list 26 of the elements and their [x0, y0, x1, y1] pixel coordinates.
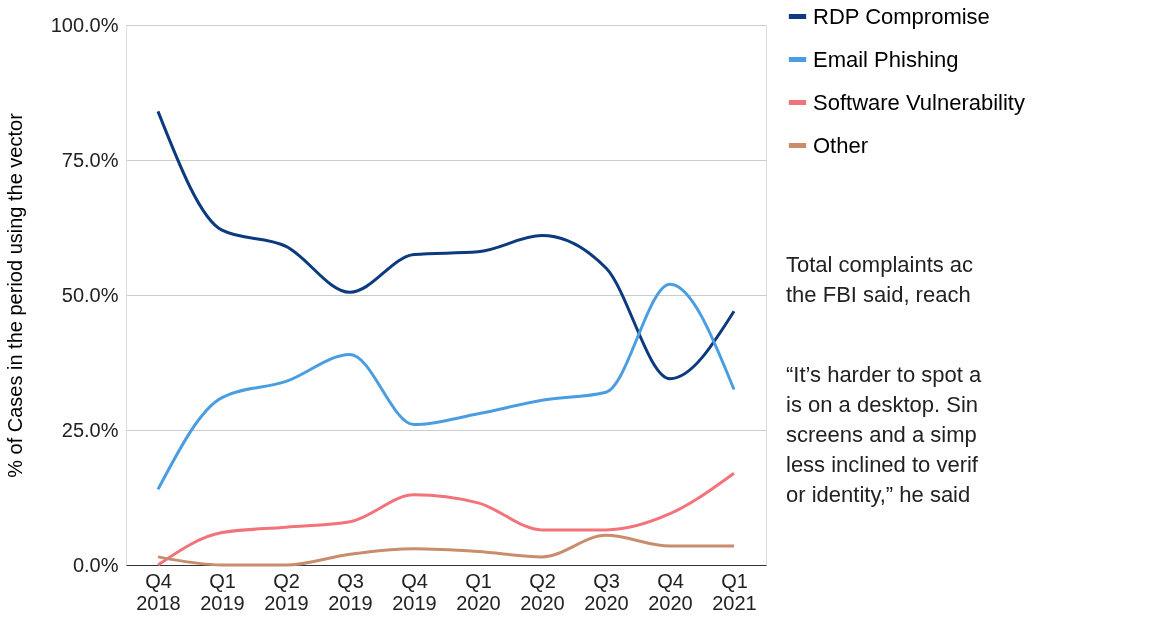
- legend-label: Other: [813, 132, 869, 158]
- x-tick-label: Q1 2021: [712, 569, 757, 614]
- x-tick-label: Q2 2019: [264, 569, 309, 614]
- legend-label: Software Vulnerability: [813, 89, 1025, 115]
- x-tick-label: Q4 2019: [392, 569, 437, 614]
- y-axis-title: % of Cases in the period using the vector: [3, 112, 26, 478]
- y-tick-label: 0.0%: [72, 553, 119, 576]
- line-series: [156, 533, 736, 567]
- x-tick-label: Q1 2020: [456, 569, 501, 614]
- y-tick-label: 50.0%: [61, 283, 119, 306]
- text: “It’s harder to spot a is on a desktop. Sin screens and a simp less inclined to verif or identity,” he said: [786, 362, 983, 507]
- y-tick-label: 75.0%: [61, 148, 119, 171]
- x-tick-label: Q2 2020: [520, 569, 565, 614]
- y-tick-label: 25.0%: [61, 418, 119, 441]
- x-tick-label: Q4 2018: [136, 569, 181, 614]
- x-tick-label: Q3 2019: [328, 569, 373, 614]
- x-tick-label: Q3 2020: [584, 569, 629, 614]
- x-tick-label: Q1 2019: [200, 569, 245, 614]
- legend-label: RDP Compromise: [813, 3, 990, 29]
- line-series: [156, 471, 736, 567]
- y-tick-label: 100.0%: [50, 13, 119, 36]
- line-series: [156, 282, 736, 491]
- legend-label: Email Phishing: [813, 46, 959, 72]
- x-tick-label: Q4 2020: [648, 569, 693, 614]
- line-series: [156, 109, 736, 381]
- text: Total complaints ac the FBI said, reach: [786, 252, 974, 307]
